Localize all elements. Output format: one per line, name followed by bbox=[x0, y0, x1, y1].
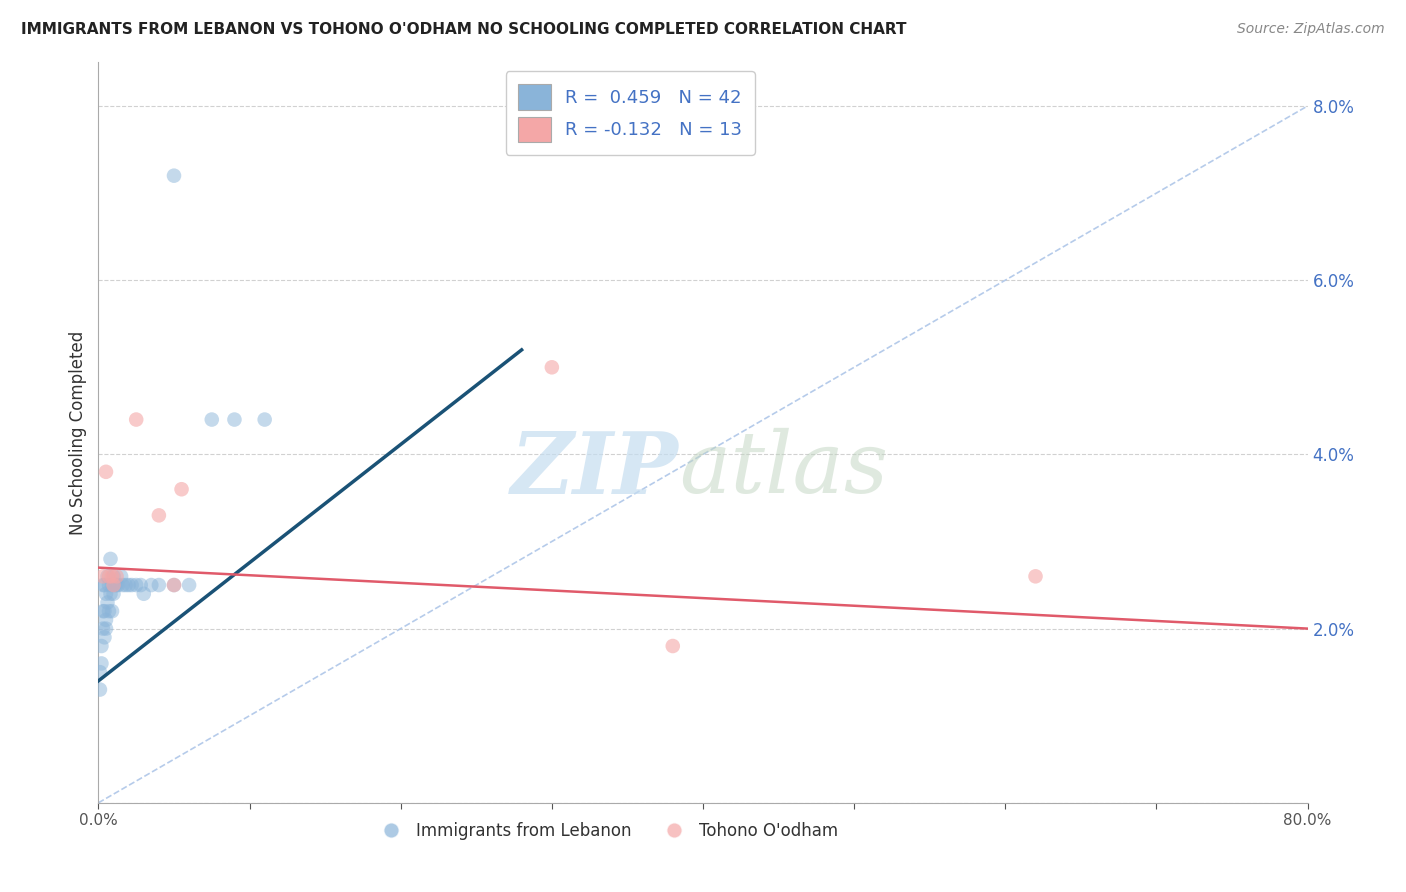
Point bbox=[121, 578, 143, 592]
Point bbox=[163, 169, 186, 183]
Point bbox=[98, 569, 121, 583]
Point bbox=[253, 412, 276, 426]
Point bbox=[94, 587, 117, 601]
Point bbox=[125, 578, 148, 592]
Point bbox=[118, 578, 141, 592]
Point bbox=[98, 578, 121, 592]
Legend: Immigrants from Lebanon, Tohono O'odham: Immigrants from Lebanon, Tohono O'odham bbox=[368, 815, 845, 847]
Text: Source: ZipAtlas.com: Source: ZipAtlas.com bbox=[1237, 22, 1385, 37]
Point bbox=[105, 578, 128, 592]
Point bbox=[103, 578, 125, 592]
Point bbox=[89, 665, 111, 680]
Point bbox=[148, 508, 170, 523]
Point bbox=[163, 578, 186, 592]
Point bbox=[540, 360, 562, 375]
Text: IMMIGRANTS FROM LEBANON VS TOHONO O'ODHAM NO SCHOOLING COMPLETED CORRELATION CHA: IMMIGRANTS FROM LEBANON VS TOHONO O'ODHA… bbox=[21, 22, 907, 37]
Point bbox=[91, 569, 114, 583]
Point bbox=[163, 578, 186, 592]
Point bbox=[661, 639, 683, 653]
Point bbox=[141, 578, 163, 592]
Point bbox=[170, 482, 193, 496]
Point bbox=[125, 412, 148, 426]
Point bbox=[96, 595, 118, 609]
Point bbox=[101, 578, 124, 592]
Point bbox=[110, 569, 132, 583]
Point bbox=[114, 578, 136, 592]
Point bbox=[100, 587, 122, 601]
Point bbox=[94, 613, 117, 627]
Point bbox=[98, 604, 121, 618]
Point bbox=[93, 630, 115, 644]
Point bbox=[103, 587, 125, 601]
Point bbox=[94, 622, 117, 636]
Point bbox=[101, 569, 124, 583]
Text: atlas: atlas bbox=[679, 428, 889, 511]
Point bbox=[104, 578, 127, 592]
Y-axis label: No Schooling Completed: No Schooling Completed bbox=[69, 331, 87, 534]
Point bbox=[103, 569, 125, 583]
Point bbox=[1024, 569, 1046, 583]
Point bbox=[96, 569, 118, 583]
Point bbox=[201, 412, 224, 426]
Point bbox=[89, 682, 111, 697]
Point bbox=[179, 578, 201, 592]
Point bbox=[111, 578, 134, 592]
Point bbox=[148, 578, 170, 592]
Point bbox=[91, 604, 114, 618]
Point bbox=[224, 412, 246, 426]
Point bbox=[100, 552, 122, 566]
Point bbox=[90, 657, 112, 671]
Point bbox=[94, 465, 117, 479]
Point bbox=[91, 622, 114, 636]
Point bbox=[93, 604, 115, 618]
Point bbox=[107, 578, 129, 592]
Point bbox=[129, 578, 152, 592]
Point bbox=[101, 604, 124, 618]
Text: ZIP: ZIP bbox=[510, 428, 679, 511]
Point bbox=[91, 578, 114, 592]
Point bbox=[93, 578, 115, 592]
Point bbox=[132, 587, 155, 601]
Point bbox=[105, 569, 128, 583]
Point bbox=[90, 639, 112, 653]
